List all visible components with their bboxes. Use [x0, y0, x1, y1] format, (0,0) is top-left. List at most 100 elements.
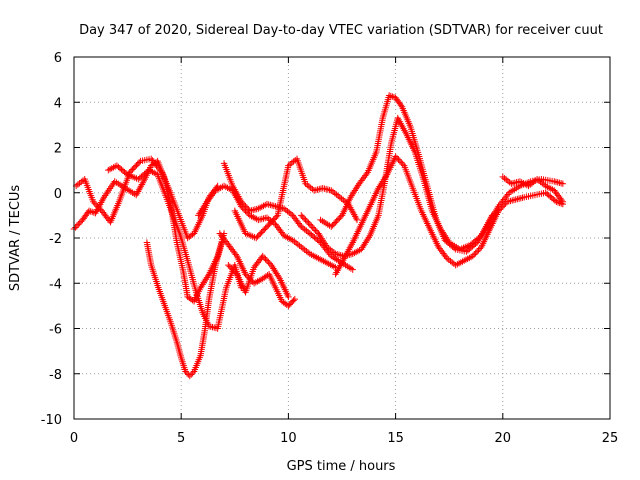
data-point: [349, 266, 356, 273]
data-point: [267, 219, 275, 226]
data-point: [133, 162, 140, 169]
data-point: [554, 192, 562, 199]
data-point: [261, 274, 268, 281]
series-track-4: [72, 155, 221, 242]
data-point: [266, 260, 274, 267]
data-point: [293, 217, 300, 224]
data-point: [126, 169, 133, 176]
data-point: [238, 198, 245, 205]
data-point: [265, 258, 272, 266]
data-point: [309, 224, 316, 231]
y-tick-label: 0: [54, 187, 62, 202]
data-point: [240, 201, 248, 209]
chart-title: Day 347 of 2020, Sidereal Day-to-day VTE…: [79, 23, 603, 38]
data-point: [551, 187, 558, 194]
data-point: [298, 212, 305, 219]
data-point: [441, 251, 448, 259]
data-point: [242, 271, 249, 278]
data-point: [103, 214, 110, 221]
data-point: [559, 198, 567, 205]
data-point: [285, 293, 292, 301]
data-point: [261, 226, 268, 233]
x-tick-label: 20: [495, 431, 512, 446]
data-point: [559, 180, 567, 187]
data-point: [333, 217, 340, 225]
data-point: [76, 219, 83, 227]
data-point: [303, 218, 311, 225]
data-point: [127, 167, 135, 175]
data-point: [219, 233, 226, 240]
data-point: [440, 250, 447, 257]
grid: [74, 57, 610, 419]
data-point: [276, 226, 283, 233]
data-point: [94, 203, 101, 210]
data-point: [206, 195, 213, 202]
data-point: [558, 196, 565, 204]
data-point: [280, 299, 287, 306]
y-tick-label: -10: [41, 413, 62, 428]
series-track-13: [499, 173, 567, 205]
data-point: [254, 233, 261, 240]
data-point: [91, 200, 98, 207]
data-point: [207, 193, 214, 201]
series-layer: [70, 92, 567, 380]
data-point: [359, 175, 367, 183]
data-point: [257, 230, 264, 237]
data-point: [250, 264, 258, 271]
data-point: [254, 259, 261, 266]
data-point: [242, 203, 249, 210]
y-tick-label: -2: [49, 232, 62, 247]
data-point: [265, 222, 272, 229]
data-point: [269, 217, 276, 225]
data-point: [259, 275, 266, 282]
x-tick-label: 25: [602, 431, 619, 446]
data-point: [129, 166, 136, 173]
data-point: [495, 207, 502, 215]
data-point: [227, 244, 235, 252]
data-point: [135, 159, 143, 166]
data-point: [476, 245, 484, 252]
data-point: [392, 153, 399, 160]
data-point: [281, 300, 289, 307]
data-point: [184, 293, 191, 301]
data-point: [302, 216, 309, 224]
series-track-6: [216, 230, 299, 310]
data-point: [353, 216, 361, 224]
data-point: [209, 190, 217, 197]
data-point: [239, 200, 246, 207]
data-point: [216, 230, 223, 237]
data-point: [99, 209, 107, 216]
data-point: [231, 249, 238, 257]
data-point: [277, 227, 284, 235]
data-point: [208, 192, 216, 199]
data-point: [223, 239, 231, 247]
axis-ticks: 0 5 10 15 20 25 -10 -8 -6 -4 -2 0 2 4 6: [41, 51, 619, 446]
data-point: [330, 220, 338, 228]
x-axis-label: GPS time / hours: [287, 459, 396, 474]
data-point: [289, 212, 296, 219]
data-point: [291, 215, 299, 222]
data-point: [92, 201, 100, 209]
data-point: [89, 208, 96, 216]
data-point: [329, 222, 336, 229]
series-track-7: [225, 252, 292, 301]
data-point: [299, 213, 306, 221]
data-point: [499, 203, 506, 210]
data-point: [278, 229, 285, 236]
data-point: [252, 262, 259, 269]
data-point: [226, 263, 233, 270]
x-tick-label: 10: [280, 431, 297, 446]
data-point: [436, 245, 443, 252]
data-point: [396, 157, 404, 165]
data-point: [262, 255, 269, 263]
data-point: [273, 222, 280, 230]
data-point: [395, 156, 402, 163]
data-point: [332, 219, 339, 226]
data-point: [101, 210, 108, 218]
data-point: [554, 199, 562, 206]
data-point: [189, 369, 196, 377]
data-point: [313, 228, 321, 236]
data-point: [184, 234, 191, 242]
data-point: [243, 204, 251, 212]
